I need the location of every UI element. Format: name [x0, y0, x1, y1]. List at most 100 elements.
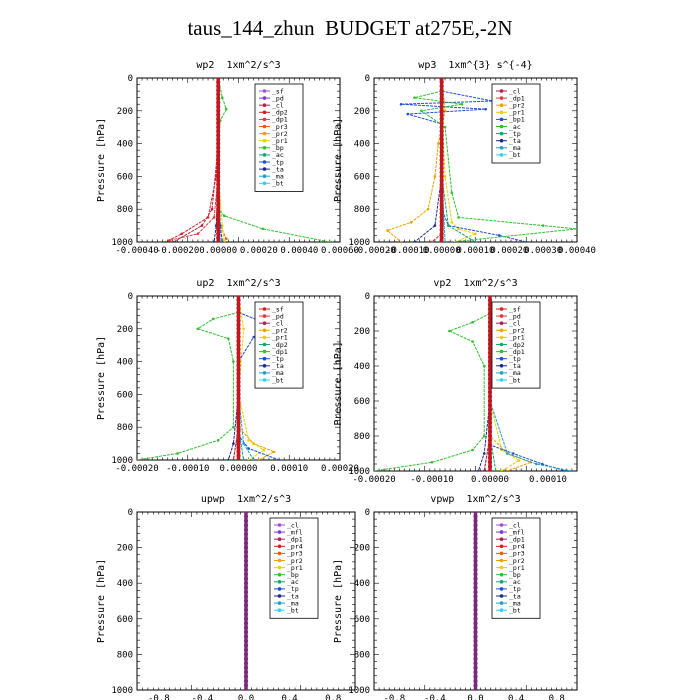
series-point	[137, 458, 139, 460]
legend-label: _dp1	[272, 348, 288, 356]
zero-line-marker	[473, 683, 478, 688]
legend-marker	[499, 608, 504, 612]
zero-line-marker	[439, 88, 444, 93]
series-point	[448, 329, 451, 333]
zero-line-marker	[473, 630, 478, 635]
x-tick-label: 0.00040	[558, 246, 596, 256]
series-line	[173, 78, 219, 242]
zero-line-marker	[216, 227, 221, 232]
zero-line-marker	[439, 108, 444, 113]
zero-line-marker	[216, 121, 221, 126]
zero-line-marker	[473, 647, 478, 653]
zero-line-marker	[236, 330, 241, 335]
zero-line-marker	[473, 567, 478, 572]
series-point	[232, 458, 235, 460]
legend-label: _pr1	[287, 564, 303, 572]
zero-line-marker	[243, 674, 249, 679]
series-point	[200, 224, 204, 227]
zero-line-marker	[487, 438, 493, 443]
zero-line-marker	[439, 96, 444, 101]
x-tick-label: 0.4	[281, 694, 297, 700]
legend-label: _pd	[272, 312, 284, 320]
series-point	[494, 469, 498, 471]
legend-label: _ta	[509, 362, 521, 370]
legend-box	[254, 83, 304, 192]
zero-line-marker	[487, 455, 493, 460]
series-point	[477, 469, 480, 471]
legend-label: _pr2	[509, 327, 525, 335]
zero-line-marker	[439, 223, 444, 228]
x-tick-label: 0.00010	[529, 475, 567, 485]
zero-line-marker	[236, 322, 241, 327]
x-tick-label: -0.00020	[352, 475, 395, 485]
zero-line-marker	[236, 384, 241, 389]
series-point	[225, 237, 228, 241]
zero-line-marker	[216, 129, 221, 134]
series-point	[474, 232, 477, 236]
zero-line-marker	[243, 536, 249, 541]
y-axis-label: Pressure [hPa]	[333, 118, 344, 202]
zero-line-marker	[243, 567, 249, 572]
series-point	[399, 240, 403, 242]
legend-marker	[262, 328, 267, 333]
legend-marker	[499, 594, 504, 598]
zero-line-marker	[439, 141, 444, 146]
x-tick-label: -0.8	[383, 694, 405, 700]
zero-line-marker	[236, 302, 241, 307]
series-point	[497, 234, 501, 237]
zero-line-marker	[236, 437, 241, 442]
zero-line-marker	[487, 315, 493, 320]
zero-line-marker	[487, 337, 493, 342]
series-line	[137, 311, 239, 460]
zero-line-marker	[487, 381, 493, 386]
legend-label: _sf	[509, 305, 521, 313]
zero-line-marker	[439, 121, 444, 126]
zero-line-marker	[487, 328, 493, 334]
legend-label: _bt	[509, 151, 521, 159]
zero-line-marker	[487, 468, 493, 471]
legend-label: _cl	[287, 521, 299, 529]
legend-marker	[277, 523, 282, 527]
series-point	[210, 207, 214, 211]
series-point	[232, 360, 235, 363]
zero-line-marker	[439, 219, 444, 224]
x-tick-label: 0.0	[467, 694, 483, 700]
y-tick-label: 1000	[111, 456, 133, 466]
x-tick-label: -0.00010	[386, 246, 429, 256]
zero-line-marker	[236, 396, 241, 401]
legend-marker	[262, 124, 267, 129]
y-tick-label: 800	[117, 205, 133, 215]
series-point	[247, 458, 250, 460]
x-tick-label: 0.8	[549, 694, 565, 700]
legend-marker	[262, 364, 267, 368]
zero-line-marker	[243, 607, 249, 613]
zero-line-marker	[236, 404, 241, 409]
zero-line-marker	[487, 425, 493, 430]
zero-line-marker	[439, 186, 444, 191]
legend-label: _mfl	[509, 528, 525, 536]
zero-line-marker	[216, 178, 221, 183]
zero-line-marker	[216, 125, 221, 130]
zero-line-marker	[243, 581, 249, 586]
zero-line-marker	[473, 621, 478, 626]
series-point	[443, 125, 447, 129]
zero-line-marker	[439, 100, 444, 105]
zero-line-marker	[243, 603, 249, 608]
series-point	[247, 439, 250, 442]
zero-line-marker	[216, 211, 221, 216]
zero-line-marker	[439, 80, 444, 85]
series-point	[227, 458, 230, 460]
legend-marker	[499, 103, 504, 107]
zero-line-marker	[487, 307, 493, 312]
series-point	[247, 447, 250, 450]
series-point	[447, 224, 450, 227]
zero-line-marker	[439, 153, 444, 158]
legend-label: _bp	[287, 571, 299, 579]
zero-line-marker	[216, 92, 221, 97]
legend-label: _tp	[272, 355, 284, 363]
plot-frame	[373, 77, 578, 243]
zero-line-marker	[439, 84, 444, 89]
legend-label: _tp	[509, 585, 521, 593]
legend-marker	[262, 378, 267, 382]
series-line	[386, 78, 446, 242]
